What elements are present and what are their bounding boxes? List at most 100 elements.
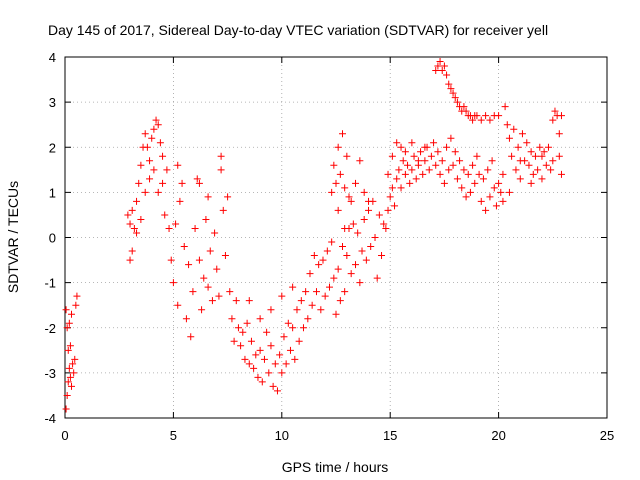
data-point bbox=[443, 71, 451, 79]
data-point bbox=[356, 157, 364, 165]
data-point bbox=[152, 116, 160, 124]
data-point bbox=[375, 211, 383, 219]
data-point bbox=[425, 166, 433, 174]
data-point bbox=[529, 170, 537, 178]
data-point bbox=[304, 315, 312, 323]
data-point bbox=[345, 193, 353, 201]
data-point bbox=[267, 306, 275, 314]
data-point bbox=[154, 121, 162, 129]
data-point bbox=[460, 103, 468, 111]
data-point bbox=[484, 166, 492, 174]
data-point bbox=[544, 143, 552, 151]
data-point bbox=[72, 301, 80, 309]
data-point bbox=[148, 134, 156, 142]
data-point bbox=[258, 378, 266, 386]
data-point bbox=[334, 265, 342, 273]
data-point bbox=[65, 364, 73, 372]
data-point bbox=[367, 243, 375, 251]
data-point bbox=[280, 333, 288, 341]
data-point bbox=[269, 382, 277, 390]
data-point bbox=[325, 283, 333, 291]
data-point bbox=[310, 252, 318, 260]
data-point bbox=[64, 346, 72, 354]
x-tick-label: 20 bbox=[491, 428, 505, 443]
data-point bbox=[352, 261, 360, 269]
data-point bbox=[68, 310, 76, 318]
data-point bbox=[388, 152, 396, 160]
data-point bbox=[154, 188, 162, 196]
data-point bbox=[341, 288, 349, 296]
data-point bbox=[427, 152, 435, 160]
data-point bbox=[328, 188, 336, 196]
data-point bbox=[135, 179, 143, 187]
data-point bbox=[499, 197, 507, 205]
data-point bbox=[198, 306, 206, 314]
data-point bbox=[126, 256, 134, 264]
data-point bbox=[68, 382, 76, 390]
data-point bbox=[146, 157, 154, 165]
data-point bbox=[458, 184, 466, 192]
data-point bbox=[440, 62, 448, 70]
data-point bbox=[284, 319, 292, 327]
data-point bbox=[395, 166, 403, 174]
data-point bbox=[128, 206, 136, 214]
data-point bbox=[516, 157, 524, 165]
data-point bbox=[265, 369, 273, 377]
data-point bbox=[354, 229, 362, 237]
data-point bbox=[386, 193, 394, 201]
data-point bbox=[278, 292, 286, 300]
data-point bbox=[503, 121, 511, 129]
data-point bbox=[286, 346, 294, 354]
data-point bbox=[169, 279, 177, 287]
data-point bbox=[477, 116, 485, 124]
data-point bbox=[462, 193, 470, 201]
data-point bbox=[432, 67, 440, 75]
data-point bbox=[323, 247, 331, 255]
data-point bbox=[378, 252, 386, 260]
data-point bbox=[245, 297, 253, 305]
data-point bbox=[308, 301, 316, 309]
data-point bbox=[495, 112, 503, 120]
data-point bbox=[505, 188, 513, 196]
data-point bbox=[549, 157, 557, 165]
data-point bbox=[408, 139, 416, 147]
data-point bbox=[174, 161, 182, 169]
data-point bbox=[536, 143, 544, 151]
data-point bbox=[293, 306, 301, 314]
y-tick-label: 0 bbox=[49, 231, 56, 246]
data-point bbox=[163, 166, 171, 174]
data-point bbox=[339, 243, 347, 251]
data-point bbox=[66, 373, 74, 381]
data-point bbox=[69, 360, 77, 368]
data-point bbox=[538, 175, 546, 183]
data-point bbox=[247, 337, 255, 345]
data-point bbox=[479, 175, 487, 183]
data-point bbox=[204, 283, 212, 291]
data-point bbox=[549, 116, 557, 124]
data-point bbox=[347, 197, 355, 205]
data-point bbox=[471, 179, 479, 187]
data-point bbox=[239, 328, 247, 336]
data-point bbox=[538, 152, 546, 160]
data-point bbox=[380, 220, 388, 228]
data-point bbox=[65, 319, 73, 327]
data-point bbox=[456, 157, 464, 165]
data-point bbox=[146, 175, 154, 183]
data-point bbox=[384, 170, 392, 178]
data-point bbox=[410, 152, 418, 160]
data-point bbox=[453, 98, 461, 106]
data-point bbox=[63, 324, 71, 332]
data-point bbox=[195, 256, 203, 264]
data-point bbox=[555, 152, 563, 160]
data-point bbox=[245, 360, 253, 368]
data-point bbox=[445, 80, 453, 88]
data-point bbox=[289, 283, 297, 291]
data-points bbox=[62, 58, 565, 413]
data-point bbox=[130, 224, 138, 232]
data-point bbox=[124, 211, 132, 219]
data-point bbox=[254, 373, 262, 381]
x-tick-label: 10 bbox=[275, 428, 289, 443]
data-point bbox=[514, 143, 522, 151]
data-point bbox=[460, 166, 468, 174]
data-point bbox=[360, 215, 368, 223]
